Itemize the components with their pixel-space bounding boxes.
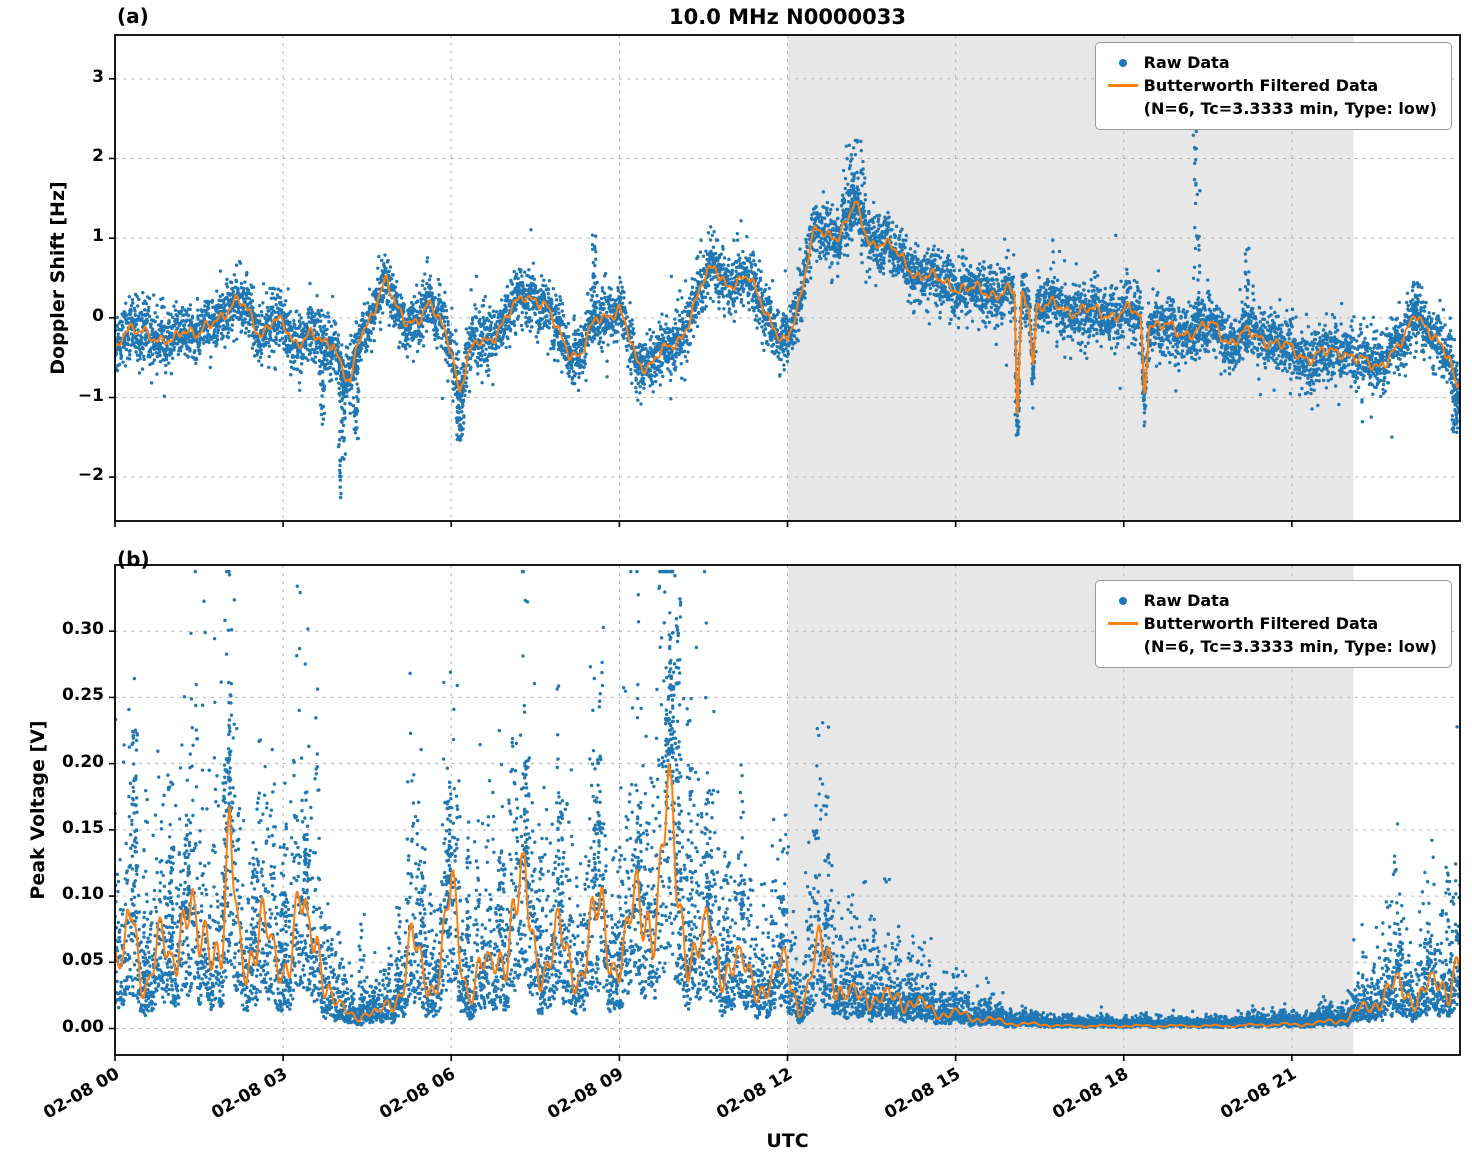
line-marker-icon	[1107, 622, 1138, 626]
y-tick-label: 0.15	[62, 817, 104, 838]
y-tick-label: 0.20	[62, 751, 104, 772]
y-tick-label: 0.30	[62, 619, 104, 640]
figure-title: 10.0 MHz N0000033	[669, 5, 906, 29]
y-tick-label: −2	[77, 465, 104, 486]
y-tick-label: 0.10	[62, 884, 104, 905]
y-tick-label: −1	[77, 385, 104, 406]
legend-filtered-label: Butterworth Filtered Data	[1143, 76, 1379, 96]
y-tick-label: 0	[92, 305, 104, 326]
y-tick-label: 3	[92, 66, 104, 87]
y-tick-label: 2	[92, 146, 104, 167]
legend-item-filtered: Butterworth Filtered Data (N=6, Tc=3.333…	[1102, 612, 1437, 658]
legend-raw-label: Raw Data	[1143, 591, 1230, 610]
y-tick-label: 0.05	[62, 950, 104, 971]
y-tick-label: 1	[92, 226, 104, 247]
legend-panel-b: Raw Data Butterworth Filtered Data (N=6,…	[1094, 580, 1452, 668]
legend-raw-label: Raw Data	[1143, 53, 1230, 72]
legend-filtered-label: Butterworth Filtered Data	[1143, 614, 1379, 634]
legend-filtered-sublabel: (N=6, Tc=3.3333 min, Type: low)	[1143, 637, 1437, 657]
panel-b-y-axis-label: Peak Voltage [V]	[27, 720, 49, 900]
y-tick-label: 0.00	[62, 1016, 104, 1037]
panel-a-label: (a)	[117, 4, 149, 28]
legend-item-raw: Raw Data	[1102, 589, 1437, 612]
legend-filtered-sublabel: (N=6, Tc=3.3333 min, Type: low)	[1143, 99, 1437, 119]
panel-a-y-axis-label: Doppler Shift [Hz]	[47, 181, 69, 375]
scatter-marker-icon	[1118, 596, 1127, 605]
y-tick-label: 0.25	[62, 685, 104, 706]
legend-panel-a: Raw Data Butterworth Filtered Data (N=6,…	[1094, 42, 1452, 130]
x-axis-label: UTC	[766, 1130, 809, 1152]
legend-item-raw: Raw Data	[1102, 51, 1437, 74]
legend-item-filtered: Butterworth Filtered Data (N=6, Tc=3.333…	[1102, 74, 1437, 120]
scatter-marker-icon	[1118, 58, 1127, 67]
line-marker-icon	[1107, 84, 1138, 88]
panel-b-label: (b)	[117, 547, 150, 571]
